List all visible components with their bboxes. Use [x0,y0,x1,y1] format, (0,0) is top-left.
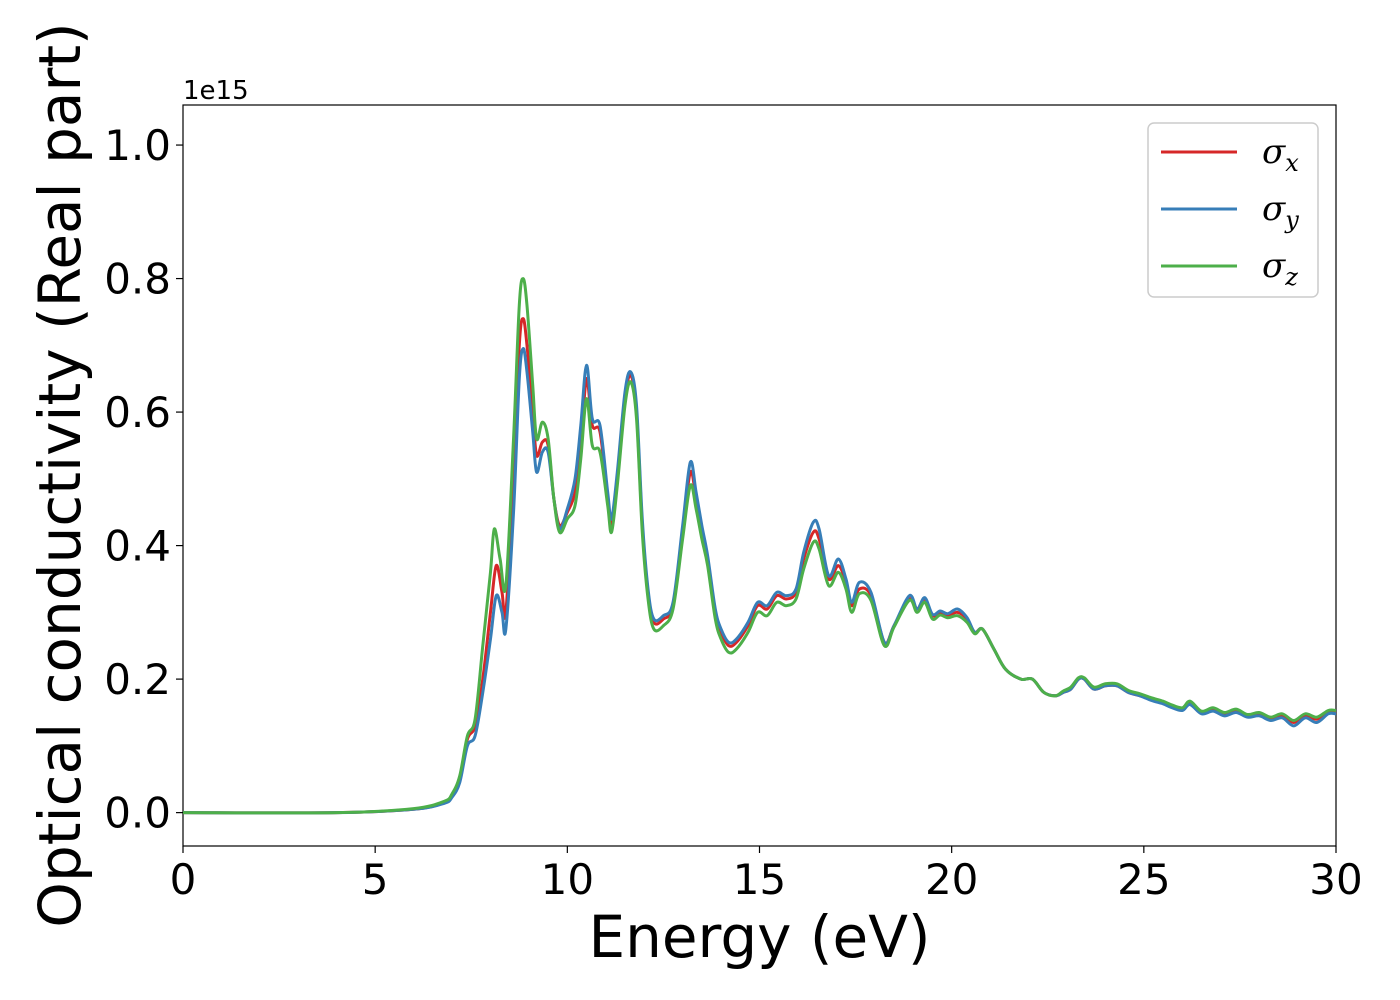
y-tick-label: 0.6 [104,388,171,437]
y-tick-label: 0.0 [104,789,171,838]
series-line-x [183,317,1336,815]
x-tick-label: 25 [1117,855,1170,904]
series-layer [183,277,1336,815]
x-tick-label: 5 [362,855,389,904]
legend-label-symbol: σ [1262,189,1286,229]
y-tick-label: 1.0 [104,121,171,170]
x-tick-label: 10 [541,855,594,904]
y-tick-label: 0.2 [104,655,171,704]
legend-label-y: σy [1262,189,1299,234]
x-tick-label: 20 [925,855,978,904]
series-line-y [183,347,1336,815]
y-axis-label: Optical conductivity (Real part) [26,22,94,927]
y-tick-label: 0.4 [104,522,171,571]
x-axis-ticks: 0 5 10 15 20 25 30 [170,846,1363,904]
legend-label-subscript: y [1284,206,1299,234]
legend-label-symbol: σ [1262,246,1286,286]
series-line-z [183,277,1336,815]
legend-label-subscript: z [1284,263,1298,291]
legend-label-z: σz [1262,246,1298,291]
legend-label-subscript: x [1285,149,1299,177]
x-axis-label: Energy (eV) [588,903,930,971]
x-tick-label: 15 [733,855,786,904]
y-tick-label: 0.8 [104,255,171,304]
y-offset-label: 1e15 [183,76,249,106]
legend-label-x: σx [1262,132,1299,177]
x-tick-label: 30 [1309,855,1362,904]
x-tick-label: 0 [170,855,197,904]
legend-label-symbol: σ [1262,132,1286,172]
y-axis-ticks: 0.0 0.2 0.4 0.6 0.8 1.0 [104,121,183,838]
